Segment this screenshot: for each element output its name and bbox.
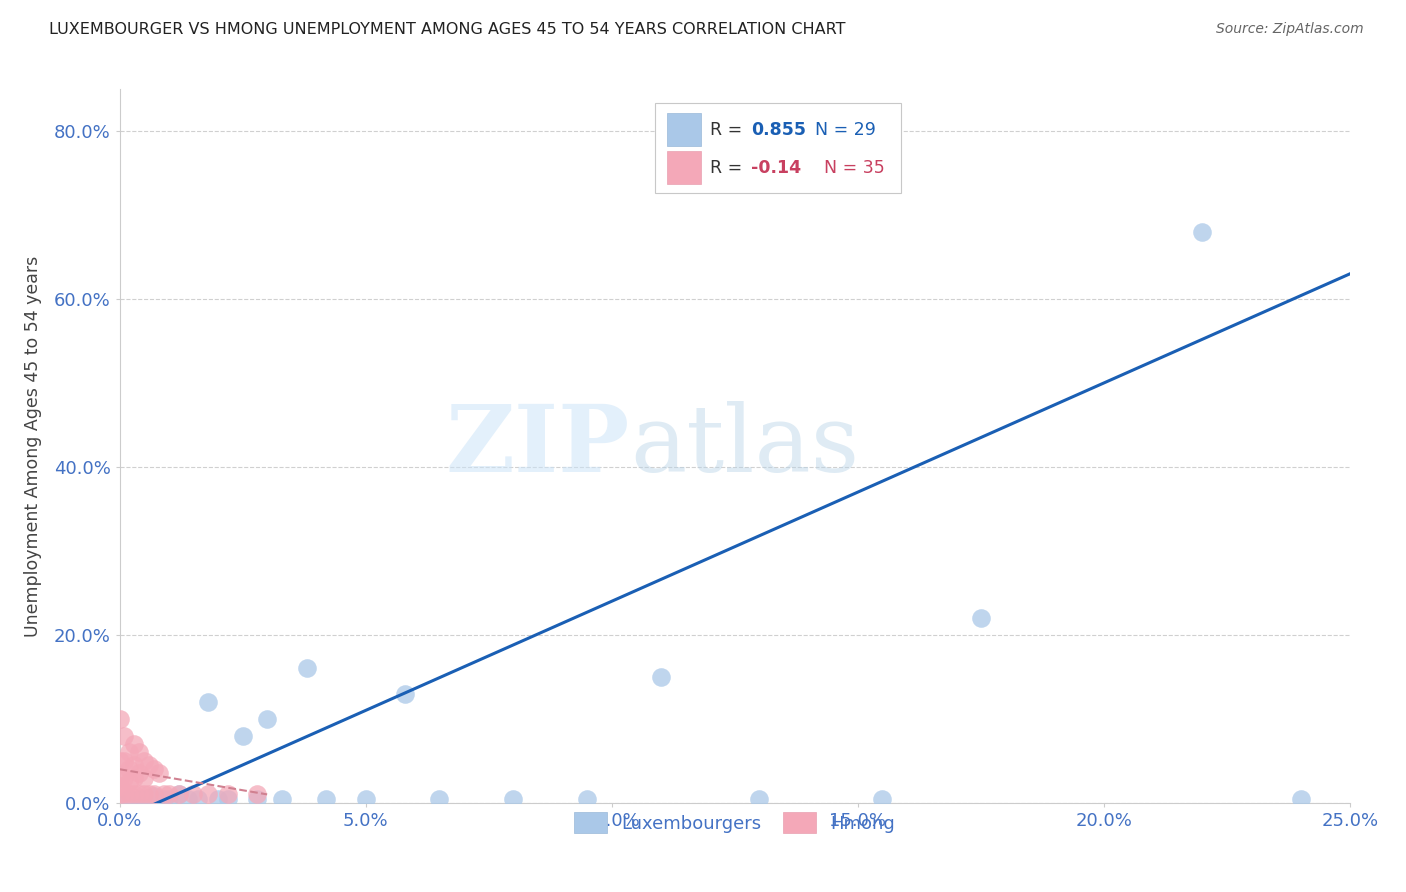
Point (108, 754, 131, 768)
Point (315, 791, 337, 805)
Point (138, 788, 160, 802)
Point (128, 746, 150, 760)
Point (394, 687, 416, 701)
Text: N = 29: N = 29 (814, 121, 876, 139)
Point (132, 788, 156, 802)
Point (427, 791, 450, 805)
Legend: Luxembourgers, Hmong: Luxembourgers, Hmong (567, 805, 903, 840)
Point (118, 788, 141, 802)
FancyBboxPatch shape (655, 103, 901, 193)
Point (167, 788, 190, 802)
Point (153, 788, 174, 802)
Point (177, 791, 200, 805)
Point (872, 791, 894, 805)
Point (118, 746, 141, 760)
Text: -0.14: -0.14 (751, 160, 801, 178)
Text: atlas: atlas (630, 401, 859, 491)
Point (108, 779, 131, 793)
Point (114, 729, 135, 743)
Point (197, 788, 219, 802)
Point (132, 791, 156, 805)
FancyBboxPatch shape (666, 152, 702, 184)
Point (970, 611, 993, 625)
Point (207, 791, 229, 805)
Point (132, 754, 156, 768)
Point (270, 791, 294, 805)
Point (576, 791, 599, 805)
Point (124, 788, 146, 802)
Point (114, 771, 135, 785)
Point (231, 729, 254, 743)
Point (1289, 791, 1312, 805)
Point (108, 771, 131, 785)
Text: LUXEMBOURGER VS HMONG UNEMPLOYMENT AMONG AGES 45 TO 54 YEARS CORRELATION CHART: LUXEMBOURGER VS HMONG UNEMPLOYMENT AMONG… (49, 22, 846, 37)
Point (128, 766, 150, 780)
Text: R =: R = (710, 160, 748, 178)
Text: Source: ZipAtlas.com: Source: ZipAtlas.com (1216, 22, 1364, 37)
Point (197, 695, 219, 709)
Point (108, 712, 131, 726)
Point (118, 791, 141, 805)
Point (217, 791, 239, 805)
Point (256, 712, 278, 726)
FancyBboxPatch shape (666, 113, 702, 146)
Point (128, 788, 150, 802)
Point (118, 774, 141, 789)
Point (183, 788, 205, 802)
Point (1191, 225, 1213, 239)
Point (124, 771, 146, 785)
Point (502, 791, 524, 805)
Point (748, 791, 770, 805)
Point (143, 762, 166, 776)
Point (157, 788, 180, 802)
Point (132, 771, 156, 785)
Point (114, 754, 135, 768)
Text: R =: R = (710, 121, 748, 139)
Text: ZIP: ZIP (446, 401, 630, 491)
Point (157, 791, 180, 805)
Point (143, 789, 166, 803)
Point (246, 791, 269, 805)
Point (124, 758, 146, 772)
Point (354, 791, 377, 805)
Point (187, 791, 209, 805)
Point (217, 788, 239, 802)
Point (143, 788, 166, 802)
Text: N = 35: N = 35 (824, 160, 886, 178)
Point (153, 791, 174, 805)
Point (167, 788, 190, 802)
Point (128, 791, 150, 805)
Point (148, 766, 170, 780)
Point (114, 788, 135, 802)
Point (108, 788, 131, 802)
Point (295, 661, 318, 675)
Point (246, 788, 269, 802)
Text: 0.855: 0.855 (751, 121, 806, 139)
Point (650, 670, 672, 684)
Point (124, 737, 146, 751)
Point (118, 762, 141, 776)
Point (138, 758, 160, 772)
Y-axis label: Unemployment Among Ages 45 to 54 years: Unemployment Among Ages 45 to 54 years (24, 255, 42, 637)
